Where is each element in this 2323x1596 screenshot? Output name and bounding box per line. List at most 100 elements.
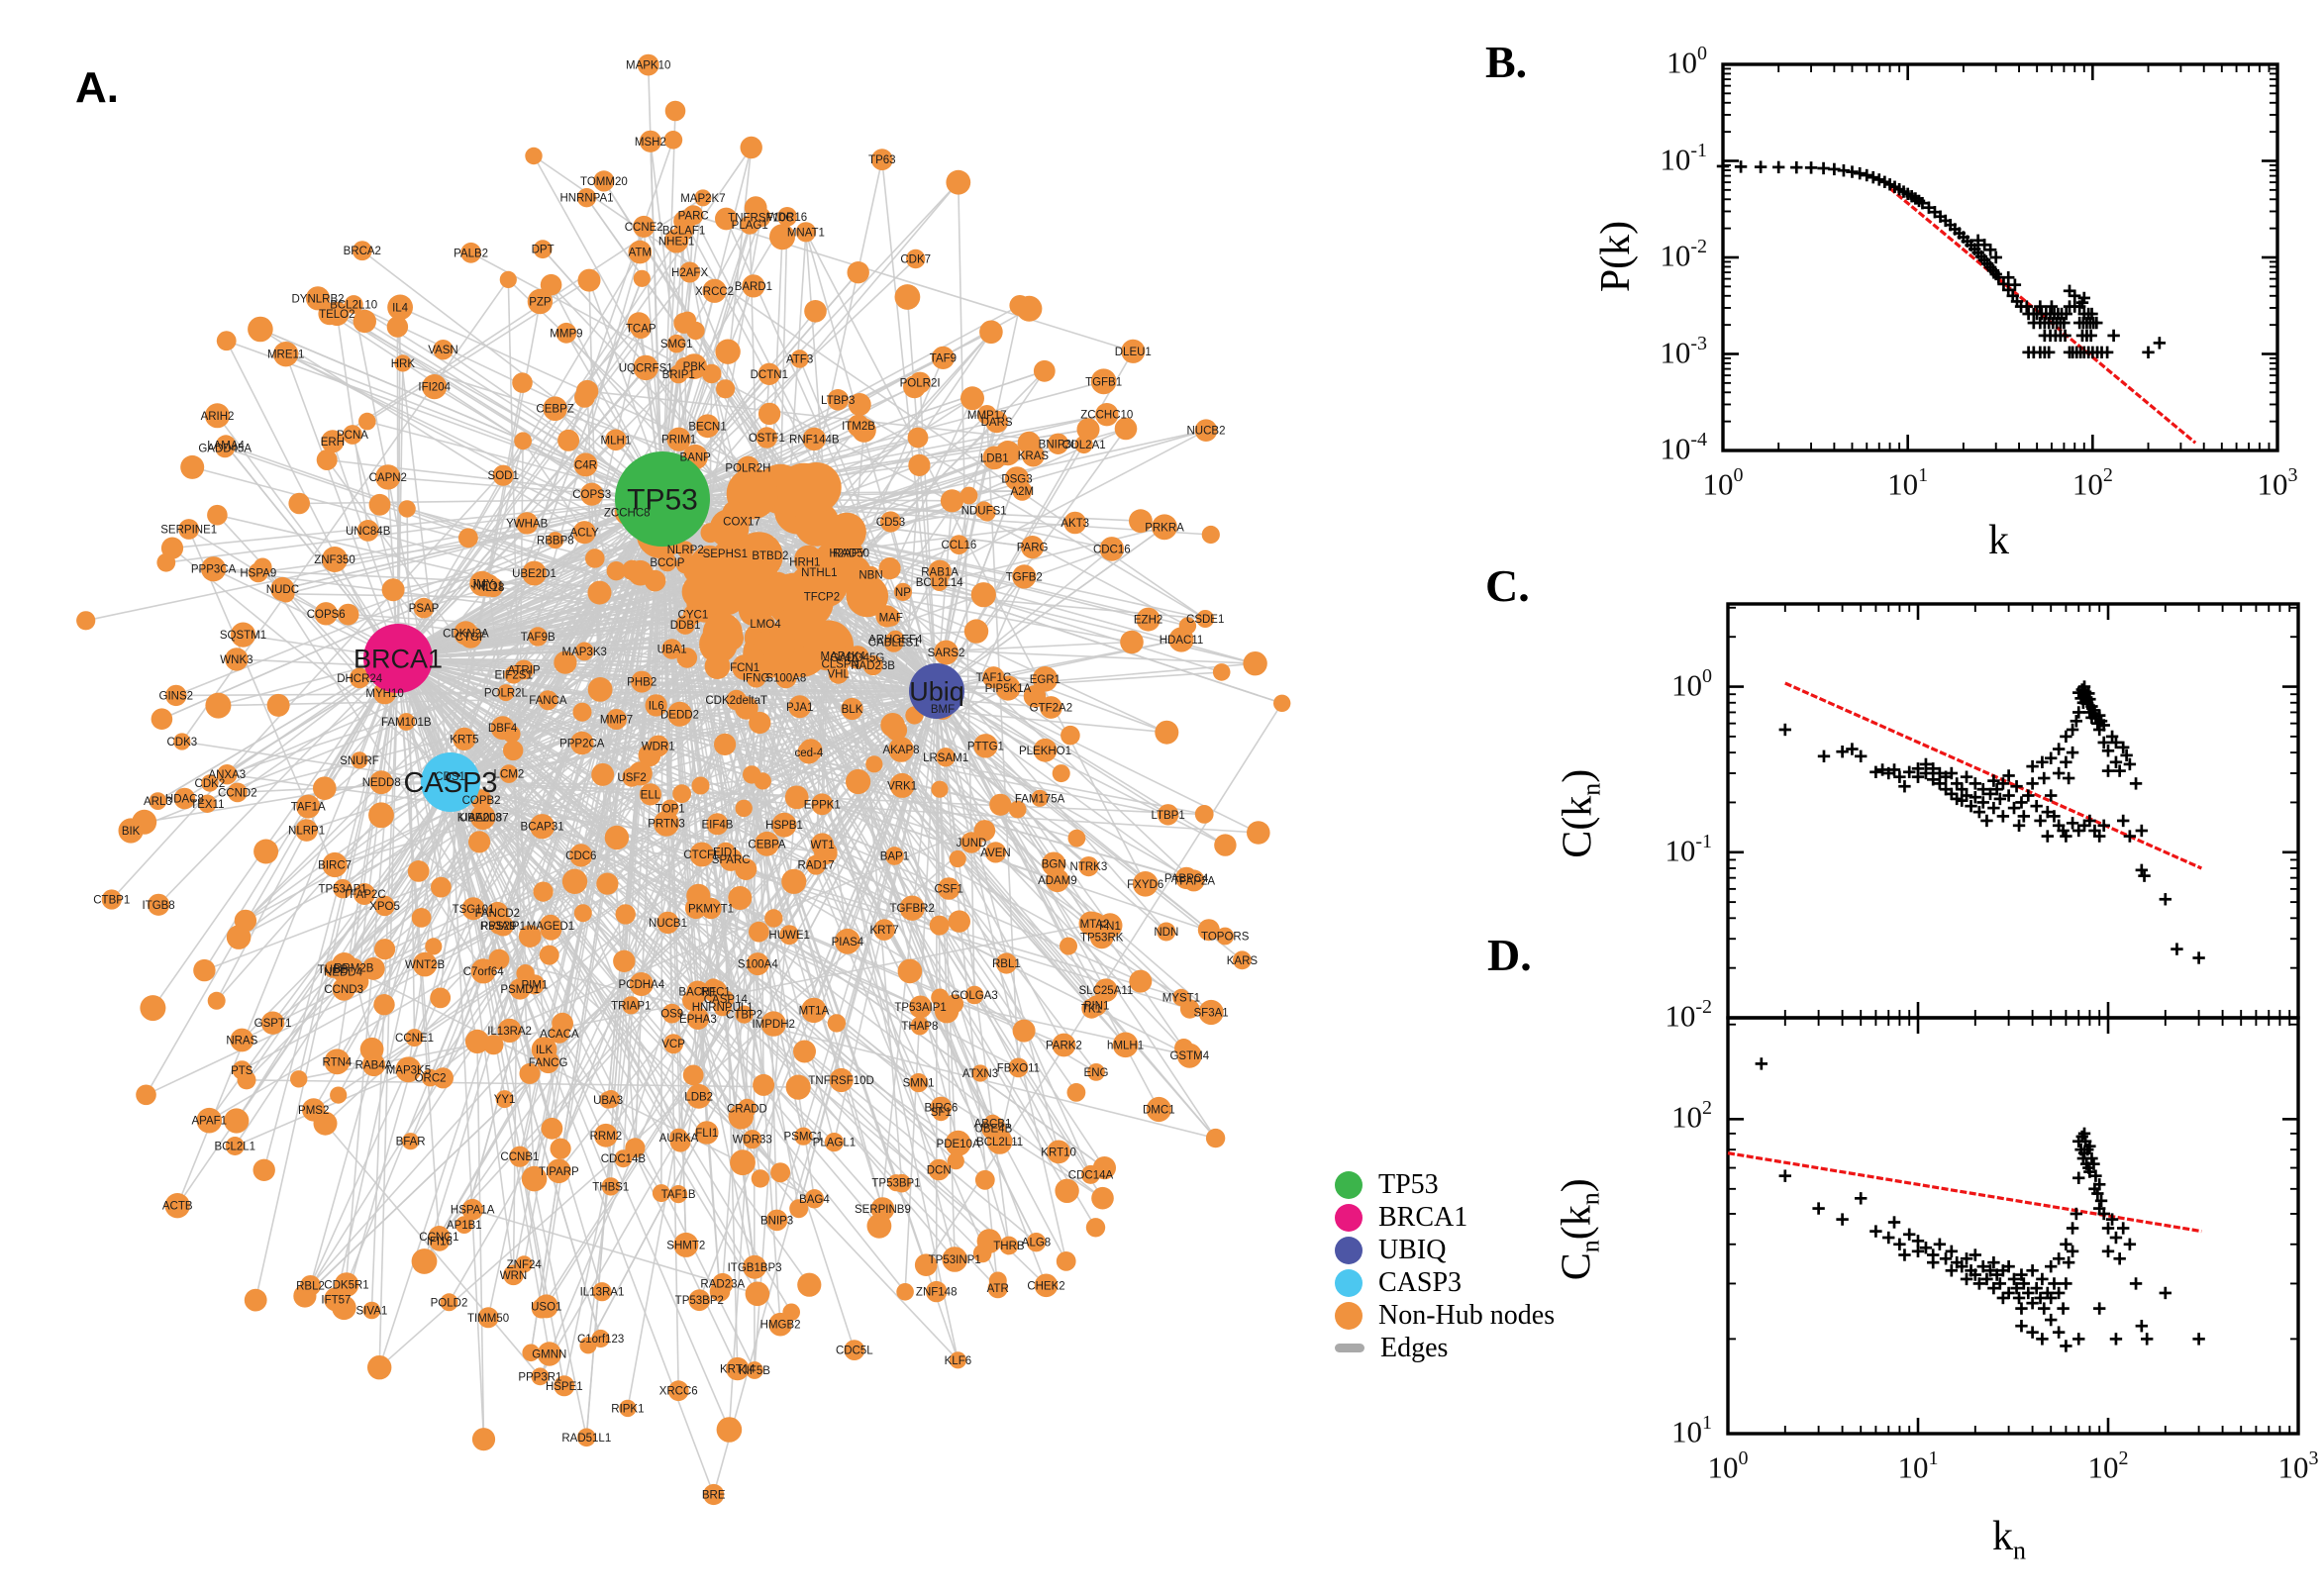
svg-text:MYST1: MYST1 — [1162, 993, 1200, 1005]
hub-node-tp53 — [615, 451, 710, 547]
svg-text:TUBB: TUBB — [318, 964, 349, 976]
svg-text:LDB1: LDB1 — [980, 452, 1009, 464]
svg-text:RAD17: RAD17 — [798, 860, 835, 872]
legend-label: Edges — [1380, 1332, 1449, 1363]
svg-text:TOPORS: TOPORS — [1201, 932, 1250, 944]
plot-d-xlabel: kn — [1992, 1514, 2026, 1565]
svg-text:CCND2: CCND2 — [218, 787, 257, 799]
y-tick-label: 10-1 — [1665, 830, 1712, 868]
svg-text:DCN: DCN — [927, 1165, 952, 1177]
svg-text:TFAP2A: TFAP2A — [1172, 875, 1215, 887]
svg-text:RRM2B: RRM2B — [334, 963, 374, 975]
svg-text:PTS: PTS — [231, 1065, 253, 1077]
svg-text:AKT3: AKT3 — [1060, 518, 1089, 530]
svg-text:FANCD2: FANCD2 — [475, 908, 520, 920]
x-tick-label: 102 — [2087, 1447, 2129, 1485]
svg-text:CTBP2: CTBP2 — [726, 1010, 762, 1022]
svg-text:ATR: ATR — [987, 1283, 1009, 1295]
svg-text:PSAP: PSAP — [409, 603, 440, 615]
svg-text:POLD2: POLD2 — [431, 1297, 468, 1309]
svg-text:WNT2B: WNT2B — [405, 959, 446, 971]
svg-text:POLR2L: POLR2L — [484, 688, 529, 700]
svg-text:XRCC2: XRCC2 — [695, 286, 734, 298]
svg-text:BCAP31: BCAP31 — [521, 822, 564, 834]
svg-text:HNRNPA1: HNRNPA1 — [559, 193, 613, 205]
svg-text:ABCB1: ABCB1 — [974, 1118, 1012, 1130]
svg-text:NLRP1: NLRP1 — [288, 826, 325, 838]
svg-text:TSG101: TSG101 — [453, 904, 495, 916]
svg-text:BAG4: BAG4 — [799, 1194, 830, 1206]
y-tick-label: 100 — [1666, 43, 1707, 80]
svg-text:BRE: BRE — [702, 1490, 726, 1502]
legend: TP53 BRCA1 UBIQ CASP3 Non-Hub nodes Edge… — [1335, 1168, 1555, 1364]
svg-text:ELL: ELL — [641, 789, 661, 801]
svg-text:MNAT1: MNAT1 — [787, 227, 825, 239]
svg-text:TP53AP1: TP53AP1 — [318, 884, 366, 896]
svg-text:CDC16: CDC16 — [1093, 544, 1131, 555]
svg-text:ARIH2: ARIH2 — [201, 411, 235, 423]
svg-text:IL13RA2: IL13RA2 — [487, 1026, 532, 1038]
svg-text:SNURF: SNURF — [340, 755, 379, 767]
svg-text:MAGED1: MAGED1 — [527, 921, 575, 933]
svg-text:HDAC11: HDAC11 — [1160, 635, 1204, 647]
svg-text:PRIM1: PRIM1 — [661, 435, 696, 447]
svg-text:PPP2CA: PPP2CA — [559, 739, 605, 750]
svg-text:TP53BP1: TP53BP1 — [871, 1178, 920, 1190]
svg-text:IL18: IL18 — [482, 582, 504, 594]
svg-text:PIM1: PIM1 — [521, 979, 548, 991]
hub-label-casp3: CASP3 — [403, 767, 497, 799]
fit-line — [1727, 1151, 2202, 1234]
x-tick-label: 103 — [2257, 464, 2298, 502]
svg-text:ATRIP: ATRIP — [508, 665, 541, 677]
svg-text:GADD45A: GADD45A — [198, 443, 252, 454]
svg-text:COPS3: COPS3 — [572, 489, 611, 501]
svg-text:CASP14: CASP14 — [704, 994, 749, 1006]
svg-text:CDK7: CDK7 — [900, 254, 931, 266]
svg-text:DPT: DPT — [532, 245, 555, 256]
svg-text:HSPA9: HSPA9 — [240, 567, 276, 579]
svg-text:RBL1: RBL1 — [992, 958, 1021, 970]
svg-text:MAP3K3: MAP3K3 — [562, 647, 607, 658]
svg-text:BCL2L11: BCL2L11 — [976, 1137, 1023, 1148]
svg-text:ERH: ERH — [321, 437, 345, 449]
svg-text:CDKN2A: CDKN2A — [443, 629, 489, 641]
svg-text:DDB1: DDB1 — [670, 620, 701, 632]
legend-label: UBIQ — [1378, 1234, 1447, 1265]
x-tick-label: 103 — [2277, 1447, 2319, 1485]
brca1-node-icon — [1335, 1203, 1363, 1232]
svg-text:MAPK10: MAPK10 — [626, 60, 670, 72]
svg-text:PTTG1: PTTG1 — [967, 741, 1004, 752]
svg-text:RIPK1: RIPK1 — [611, 1403, 644, 1415]
data-points — [1716, 159, 2167, 359]
legend-item: CASP3 — [1335, 1266, 1555, 1299]
svg-text:RBL2: RBL2 — [296, 1281, 325, 1293]
svg-text:VHL: VHL — [828, 669, 851, 681]
svg-text:GTF2A2: GTF2A2 — [1030, 703, 1072, 715]
svg-text:SQSTM1: SQSTM1 — [220, 630, 266, 642]
svg-text:ADAM9: ADAM9 — [1038, 875, 1077, 887]
svg-text:KRT10: KRT10 — [1041, 1147, 1076, 1158]
svg-text:RAB1A: RAB1A — [921, 566, 959, 578]
svg-text:UBE4B: UBE4B — [975, 1123, 1013, 1135]
svg-text:TFCP2: TFCP2 — [804, 592, 840, 604]
svg-text:EIF4B: EIF4B — [702, 819, 734, 831]
svg-text:PSMC1: PSMC1 — [783, 1132, 823, 1144]
y-tick-label: 10-3 — [1660, 332, 1707, 369]
hub-node-casp3 — [421, 752, 480, 812]
svg-text:CLSPN: CLSPN — [822, 658, 859, 670]
svg-text:CSF1: CSF1 — [934, 884, 962, 896]
svg-text:BTBD2: BTBD2 — [752, 550, 788, 562]
svg-text:HUWE1: HUWE1 — [768, 930, 810, 942]
x-tick-label: 100 — [1707, 1447, 1749, 1485]
svg-text:MYH10: MYH10 — [365, 688, 403, 700]
svg-text:LTBP3: LTBP3 — [821, 395, 855, 407]
svg-text:BANP: BANP — [680, 452, 712, 464]
svg-text:COPB2: COPB2 — [462, 795, 501, 807]
svg-text:CCNG1: CCNG1 — [419, 1232, 458, 1244]
svg-text:PCNA: PCNA — [337, 430, 368, 442]
svg-text:CTBP1: CTBP1 — [93, 895, 130, 907]
svg-text:TP63: TP63 — [868, 154, 896, 166]
svg-text:DARS: DARS — [981, 417, 1013, 429]
legend-item: TP53 — [1335, 1168, 1555, 1201]
casp3-node-icon — [1335, 1268, 1363, 1297]
